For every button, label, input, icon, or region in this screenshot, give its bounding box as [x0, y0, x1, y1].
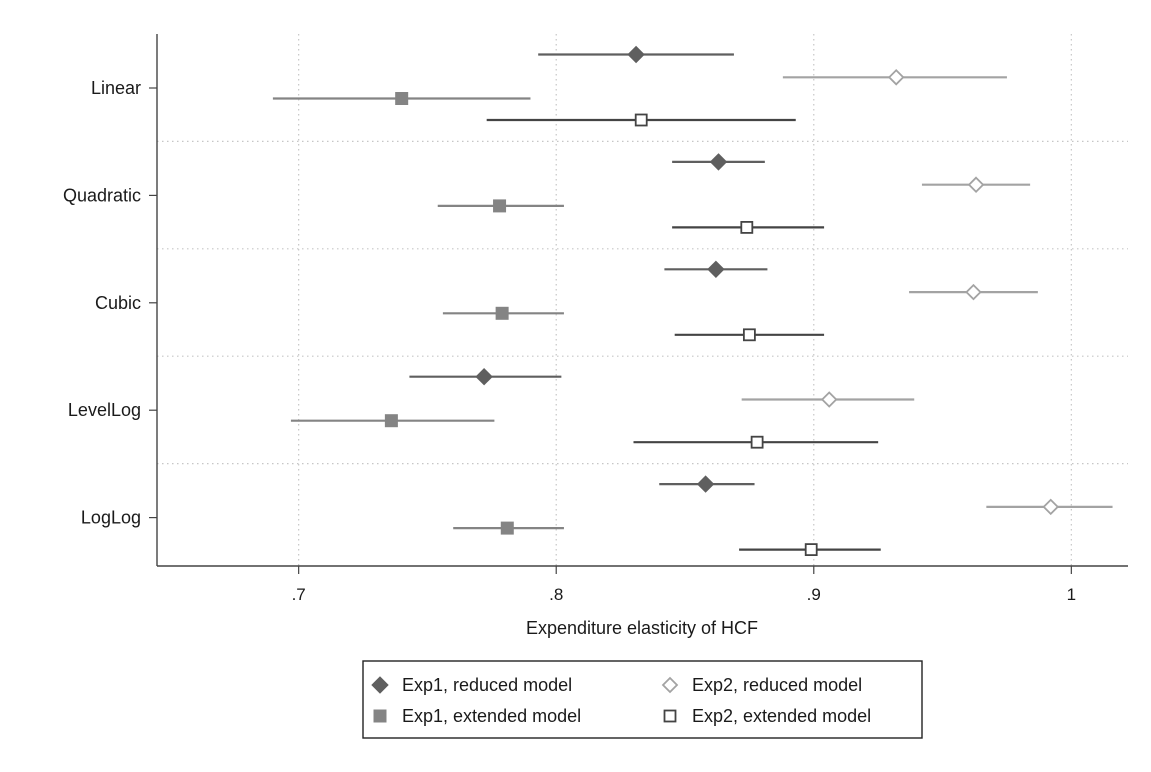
- y-tick-label-levellog: LevelLog: [68, 400, 141, 420]
- series-exp1-reduced-model: [409, 45, 768, 493]
- x-tick-label: .8: [549, 585, 563, 604]
- series-exp2-extended-model: [486, 113, 881, 556]
- legend-marker: [663, 709, 677, 723]
- legend: Exp1, reduced model Exp2, reduced model Ex…: [362, 660, 923, 739]
- legend-box: [362, 660, 923, 739]
- legend-marker: [661, 676, 679, 694]
- point-cubic: [707, 260, 725, 279]
- legend-entry-exp2-extended-model: Exp2, extended model: [663, 706, 871, 726]
- point-cubic: [495, 306, 509, 320]
- point-loglog: [1042, 498, 1060, 516]
- series-exp2-reduced-model: [741, 69, 1113, 516]
- point-cubic: [965, 283, 982, 301]
- legend-marker: [373, 709, 387, 723]
- point-levellog: [475, 367, 493, 386]
- legend-label: Exp1, extended model: [402, 706, 581, 726]
- point-levellog: [820, 391, 838, 408]
- legend-entry-exp1-extended-model: Exp1, extended model: [373, 706, 581, 726]
- x-tick-label: .9: [807, 585, 821, 604]
- point-quadratic: [493, 199, 507, 213]
- point-levellog: [750, 435, 764, 449]
- series: [272, 45, 1113, 556]
- point-quadratic: [740, 220, 754, 234]
- series-exp1-extended-model: [272, 92, 564, 535]
- axes: [156, 34, 1128, 567]
- legend-label: Exp1, reduced model: [402, 675, 572, 695]
- legend-label: Exp2, reduced model: [692, 675, 862, 695]
- point-loglog: [696, 475, 715, 493]
- y-tick-label-quadratic: Quadratic: [63, 185, 141, 205]
- grid: [157, 34, 1128, 566]
- x-axis-label: Expenditure elasticity of HCF: [526, 618, 758, 638]
- x-ticks: .7 .8 .9 1: [292, 566, 1076, 604]
- legend-entry-exp2-reduced-model: Exp2, reduced model: [661, 675, 862, 695]
- y-tick-label-linear: Linear: [91, 78, 141, 98]
- point-linear: [634, 113, 648, 127]
- point-linear: [395, 92, 409, 105]
- legend-entry-exp1-reduced-model: Exp1, reduced model: [371, 675, 572, 695]
- point-linear: [627, 45, 645, 64]
- point-cubic: [742, 328, 756, 342]
- x-tick-label: .7: [292, 585, 306, 604]
- y-tick-label-cubic: Cubic: [95, 293, 141, 313]
- point-loglog: [500, 521, 514, 535]
- point-quadratic: [967, 176, 985, 193]
- point-linear: [887, 69, 905, 86]
- legend-marker: [371, 676, 389, 694]
- point-quadratic: [709, 153, 728, 171]
- point-loglog: [804, 543, 818, 556]
- point-levellog: [384, 414, 398, 428]
- legend-label: Exp2, extended model: [692, 706, 871, 726]
- x-tick-label: 1: [1067, 585, 1076, 604]
- y-ticks: Linear Quadratic Cubic LevelLog LogLog: [63, 78, 157, 528]
- y-tick-label-loglog: LogLog: [81, 508, 141, 528]
